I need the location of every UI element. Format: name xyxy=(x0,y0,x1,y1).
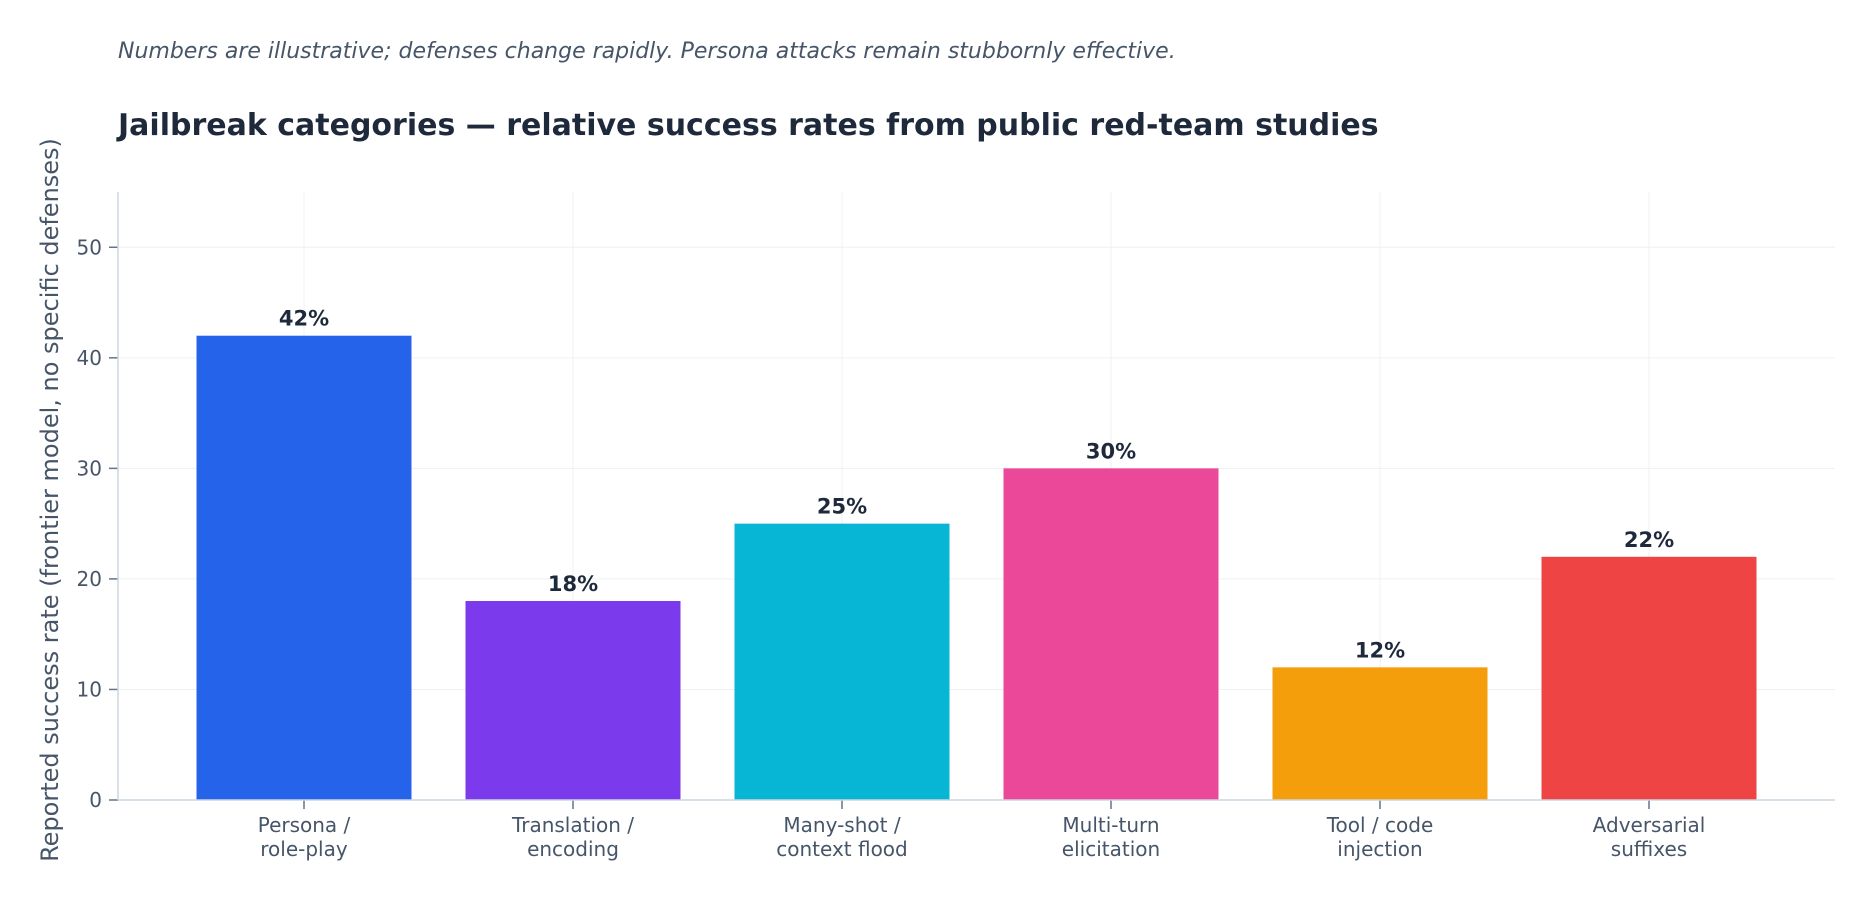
x-tick-label: Many-shot / xyxy=(783,813,900,837)
y-tick-label: 0 xyxy=(89,788,102,812)
bar-value-label: 18% xyxy=(548,572,598,596)
x-tick-label: elicitation xyxy=(1062,837,1160,861)
bar xyxy=(196,335,412,800)
y-tick-label: 40 xyxy=(77,346,102,370)
bar-value-label: 25% xyxy=(817,495,867,519)
x-tick-label: Translation / xyxy=(511,813,634,837)
y-tick-label: 30 xyxy=(77,456,102,480)
x-tick-label: suffixes xyxy=(1611,837,1687,861)
x-tick-label: injection xyxy=(1337,837,1422,861)
bar xyxy=(734,523,950,800)
bar xyxy=(1541,556,1757,800)
y-axis-label: Reported success rate (frontier model, n… xyxy=(36,138,64,862)
x-tick-label: Multi-turn xyxy=(1062,813,1159,837)
y-tick-label: 20 xyxy=(77,567,102,591)
bar xyxy=(1272,667,1488,800)
bar-value-label: 30% xyxy=(1086,439,1136,463)
bar-value-label: 42% xyxy=(279,307,329,331)
x-tick-label: Persona / xyxy=(258,813,351,837)
axes xyxy=(109,192,1835,809)
bars xyxy=(196,335,1757,800)
bar-value-label: 22% xyxy=(1624,528,1674,552)
chart-title: Jailbreak categories — relative success … xyxy=(116,108,1379,143)
x-tick-label: Adversarial xyxy=(1593,813,1706,837)
tick-labels: 0 10 20 30 40 50 42% Persona /role-play 18% Trans… xyxy=(77,235,1706,861)
y-tick-label: 50 xyxy=(77,235,102,259)
x-tick-label: context flood xyxy=(776,837,908,861)
bar xyxy=(1003,468,1219,800)
bar-value-label: 12% xyxy=(1355,638,1405,662)
x-tick-label: encoding xyxy=(527,837,619,861)
y-tick-label: 10 xyxy=(77,677,102,701)
x-tick-label: role-play xyxy=(260,837,348,861)
x-tick-label: Tool / code xyxy=(1326,813,1434,837)
bar xyxy=(465,601,681,800)
chart-subtitle: Numbers are illustrative; defenses chang… xyxy=(118,39,1176,64)
